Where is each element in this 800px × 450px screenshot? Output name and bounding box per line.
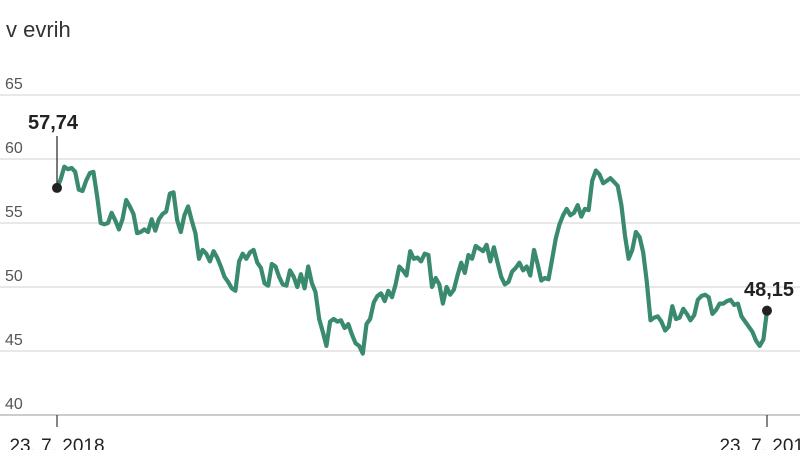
x-tick-label: 23. 7. 2018 — [9, 436, 104, 450]
grid-lines — [0, 94, 800, 416]
start-value-label: 57,74 — [28, 112, 79, 134]
y-tick-label: 65 — [5, 76, 23, 93]
y-tick-label: 45 — [5, 332, 23, 349]
y-tick-label: 50 — [5, 268, 23, 285]
x-axis: 23. 7. 2018 23. 7. 2019 — [9, 415, 800, 450]
end-value-marker — [762, 305, 772, 316]
y-tick-label: 55 — [5, 204, 23, 221]
y-tick-label: 40 — [5, 396, 23, 413]
y-tick-label: 60 — [5, 140, 23, 157]
start-value-marker — [52, 182, 62, 193]
x-tick-label: 23. 7. 2019 — [719, 436, 800, 450]
y-axis-unit-label: v evrih — [6, 17, 71, 42]
series-line-price — [54, 164, 770, 356]
end-value-label: 48,15 — [744, 279, 794, 301]
y-tick-labels: 65 60 55 50 45 40 — [5, 76, 23, 413]
